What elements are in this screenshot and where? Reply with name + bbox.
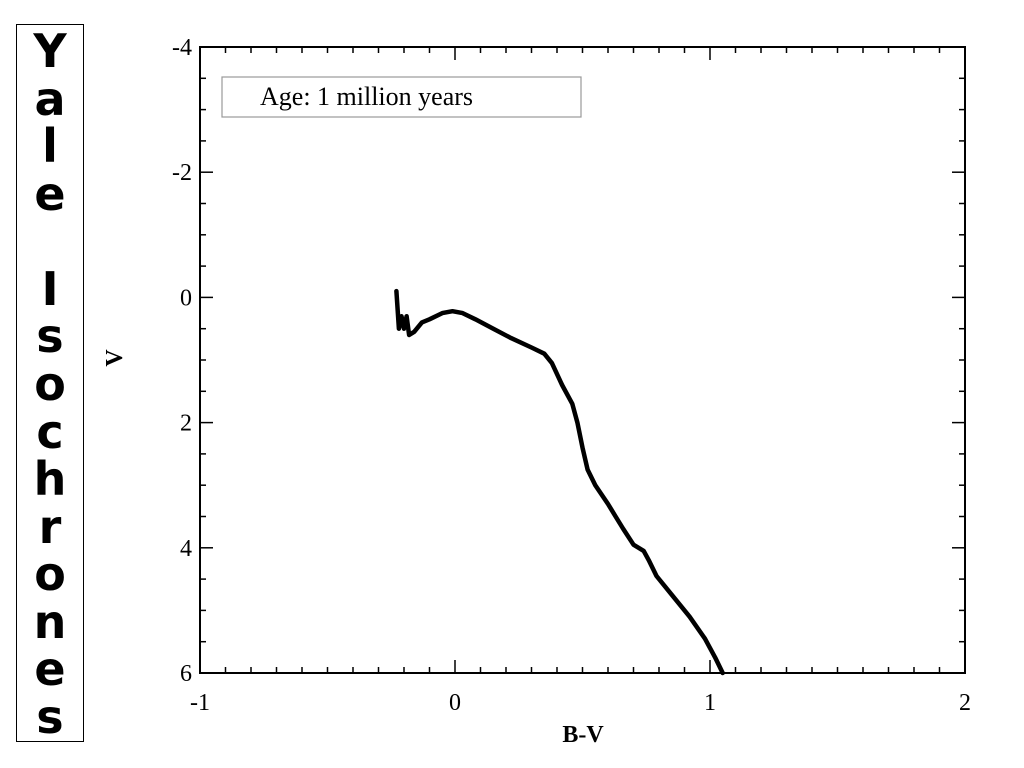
side-title-letter: I — [41, 261, 59, 316]
x-tick-label: 2 — [959, 690, 971, 716]
side-title-letter: n — [33, 594, 67, 649]
x-tick-label: 0 — [449, 690, 461, 716]
side-title-letter: s — [36, 689, 64, 744]
side-title-letter: a — [34, 71, 66, 126]
x-tick-label: -1 — [190, 690, 210, 716]
side-title-letter: o — [34, 547, 66, 602]
y-tick-label: -2 — [172, 160, 192, 186]
side-title-letter: h — [33, 452, 67, 507]
side-title-letter: e — [34, 642, 66, 697]
legend-box — [221, 76, 582, 118]
y-tick-label: 2 — [180, 411, 192, 437]
x-axis-label: B-V — [562, 722, 604, 748]
x-tick-label: 1 — [704, 690, 716, 716]
side-title-letter: l — [42, 119, 58, 174]
y-tick-label: 4 — [180, 536, 192, 562]
side-title-letter: o — [34, 356, 66, 411]
side-title-letter: c — [36, 404, 64, 459]
y-tick-label: -4 — [172, 35, 192, 61]
y-axis-label: V — [102, 349, 128, 367]
side-title-letter: r — [38, 499, 62, 554]
side-title-letter: s — [36, 309, 64, 364]
y-tick-label: 6 — [180, 661, 192, 687]
y-tick-label: 0 — [180, 285, 192, 311]
isochrone-line — [394, 288, 725, 676]
plot-frame — [199, 46, 966, 674]
side-title-letter: Y — [33, 24, 67, 78]
side-title-letter: e — [34, 166, 66, 221]
legend-text: Age: 1 million years — [260, 82, 473, 111]
